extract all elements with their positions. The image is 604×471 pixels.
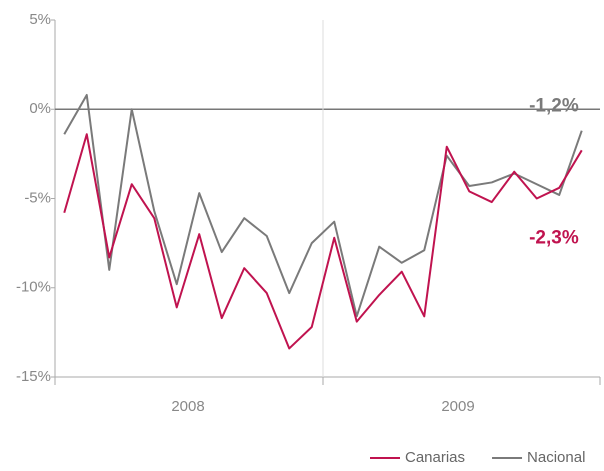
y-tick-label: 5% xyxy=(29,11,51,28)
value-label: -2,3% xyxy=(529,227,579,248)
line-series xyxy=(63,93,583,318)
y-tick-label: 0% xyxy=(29,100,51,117)
y-tick-label: -10% xyxy=(16,279,51,296)
x-group-label: 2009 xyxy=(441,398,474,415)
line-series xyxy=(63,133,583,350)
legend-label: Canarias xyxy=(405,449,465,466)
value-label: -1,2% xyxy=(529,96,579,117)
x-group-label: 2008 xyxy=(171,398,204,415)
y-tick-label: -15% xyxy=(16,368,51,385)
legend-label: Nacional xyxy=(527,449,585,466)
y-tick-label: -5% xyxy=(24,189,51,206)
